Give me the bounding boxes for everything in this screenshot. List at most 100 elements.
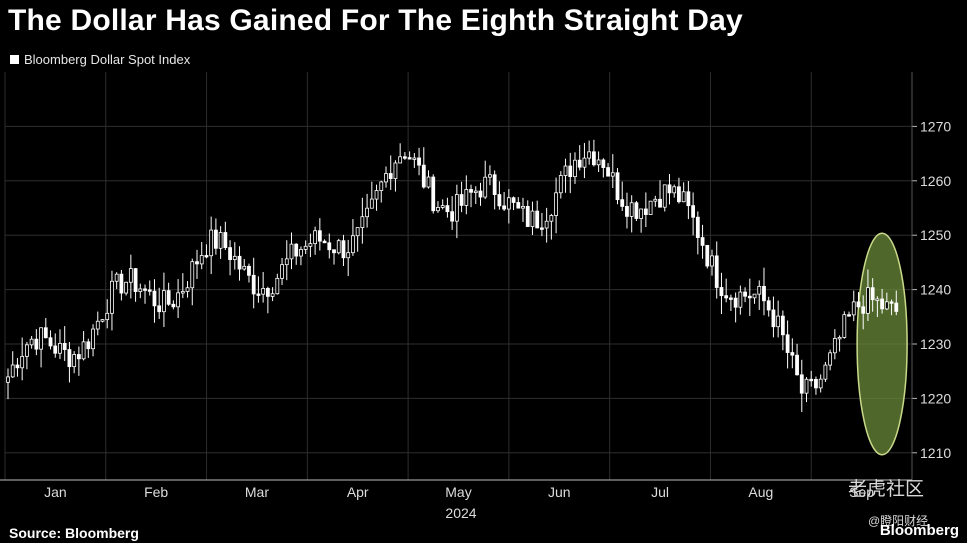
candle-body: [360, 216, 365, 228]
candle-body: [299, 248, 303, 257]
candle-body: [20, 355, 25, 369]
candle-body: [445, 205, 450, 213]
candle-body: [502, 205, 507, 210]
candle-body: [24, 344, 29, 357]
candle-body: [705, 244, 710, 267]
candle-body: [393, 162, 398, 179]
candle-body: [251, 274, 256, 295]
candle-body: [270, 293, 275, 297]
candle-body: [450, 211, 455, 222]
candle-body: [672, 186, 677, 194]
candle-body: [729, 297, 733, 300]
candle-body: [162, 290, 166, 313]
candle-body: [591, 151, 596, 166]
x-tick-labels: Jan Feb Mar Apr May Jun Jul Aug Sep: [44, 484, 874, 500]
candle-body: [691, 205, 696, 218]
candle-body: [828, 352, 833, 366]
candle-body: [577, 159, 582, 168]
candle-body: [823, 364, 828, 380]
candle-body: [710, 255, 714, 267]
candle-body: [332, 249, 336, 254]
y-tick-label: 1260: [920, 173, 951, 189]
candle-body: [719, 287, 724, 297]
candle-body: [662, 184, 667, 208]
candle-body: [336, 240, 341, 254]
candle-body: [369, 198, 374, 209]
candle-body: [686, 191, 691, 207]
candle-body: [195, 261, 199, 265]
candle-body: [795, 354, 799, 376]
candle-body: [497, 194, 502, 207]
candle-body: [133, 268, 138, 292]
candle-body: [365, 207, 369, 218]
candle-body: [870, 287, 875, 301]
candle-body: [431, 176, 436, 212]
candle-body: [242, 265, 247, 270]
candle-body: [62, 343, 67, 350]
candle-body: [563, 165, 568, 176]
candle-body: [6, 376, 10, 383]
candle-body: [204, 255, 209, 258]
candle-body: [643, 208, 648, 215]
candle-body: [34, 338, 39, 350]
candle-body: [213, 229, 218, 249]
candle-body: [681, 191, 686, 203]
candle-body: [147, 289, 152, 292]
candle-body: [814, 379, 818, 389]
candle-body: [464, 189, 469, 206]
candle-body: [516, 202, 521, 209]
candle-body: [818, 378, 823, 389]
x-tick-label: May: [445, 484, 471, 500]
candle-body: [653, 198, 658, 202]
candle-body: [747, 295, 752, 299]
candle-body: [473, 190, 478, 193]
candle-body: [658, 198, 662, 208]
grid-lines: [4, 72, 917, 480]
candle-body: [540, 227, 544, 230]
candle-body: [639, 208, 644, 219]
candle-body: [228, 247, 232, 260]
candle-body: [327, 242, 332, 251]
candle-body: [232, 255, 237, 260]
candle-body: [346, 252, 351, 259]
candle-body: [237, 255, 242, 270]
candle-body: [459, 194, 464, 206]
candle-body: [544, 220, 549, 229]
candle-body: [67, 349, 72, 368]
candle-body: [596, 159, 601, 166]
candle-body: [223, 232, 228, 249]
candle-body: [166, 290, 171, 305]
candle-body: [114, 273, 119, 282]
candle-body: [809, 378, 814, 382]
candle-body: [884, 301, 889, 310]
candle-body: [554, 192, 558, 216]
x-tick-label: Jun: [548, 484, 571, 500]
candle-body: [261, 288, 266, 295]
candle-body: [832, 338, 837, 354]
candle-body: [762, 285, 766, 302]
candle-body: [317, 230, 322, 242]
candle-body: [700, 237, 705, 246]
candle-body: [124, 281, 129, 294]
candle-body: [469, 189, 473, 193]
x-tick-label: Jan: [44, 484, 67, 500]
year-label: 2024: [445, 505, 476, 521]
candle-body: [171, 303, 176, 308]
candle-body: [615, 172, 620, 201]
candle-body: [138, 288, 143, 292]
candle-body: [128, 268, 133, 283]
candle-body: [757, 285, 762, 295]
candle-body: [804, 378, 809, 394]
candle-body: [771, 309, 776, 328]
candle-body: [322, 240, 327, 244]
y-tick-label: 1270: [920, 118, 951, 134]
candle-body: [601, 159, 606, 168]
x-tick-label: Mar: [245, 484, 269, 500]
candle-body: [398, 156, 403, 164]
x-tick-label: Feb: [144, 484, 168, 500]
candle-body: [780, 315, 785, 336]
candle-body: [180, 291, 185, 294]
candle-body: [10, 364, 15, 378]
candle-body: [488, 174, 492, 178]
candle-body: [76, 354, 81, 360]
